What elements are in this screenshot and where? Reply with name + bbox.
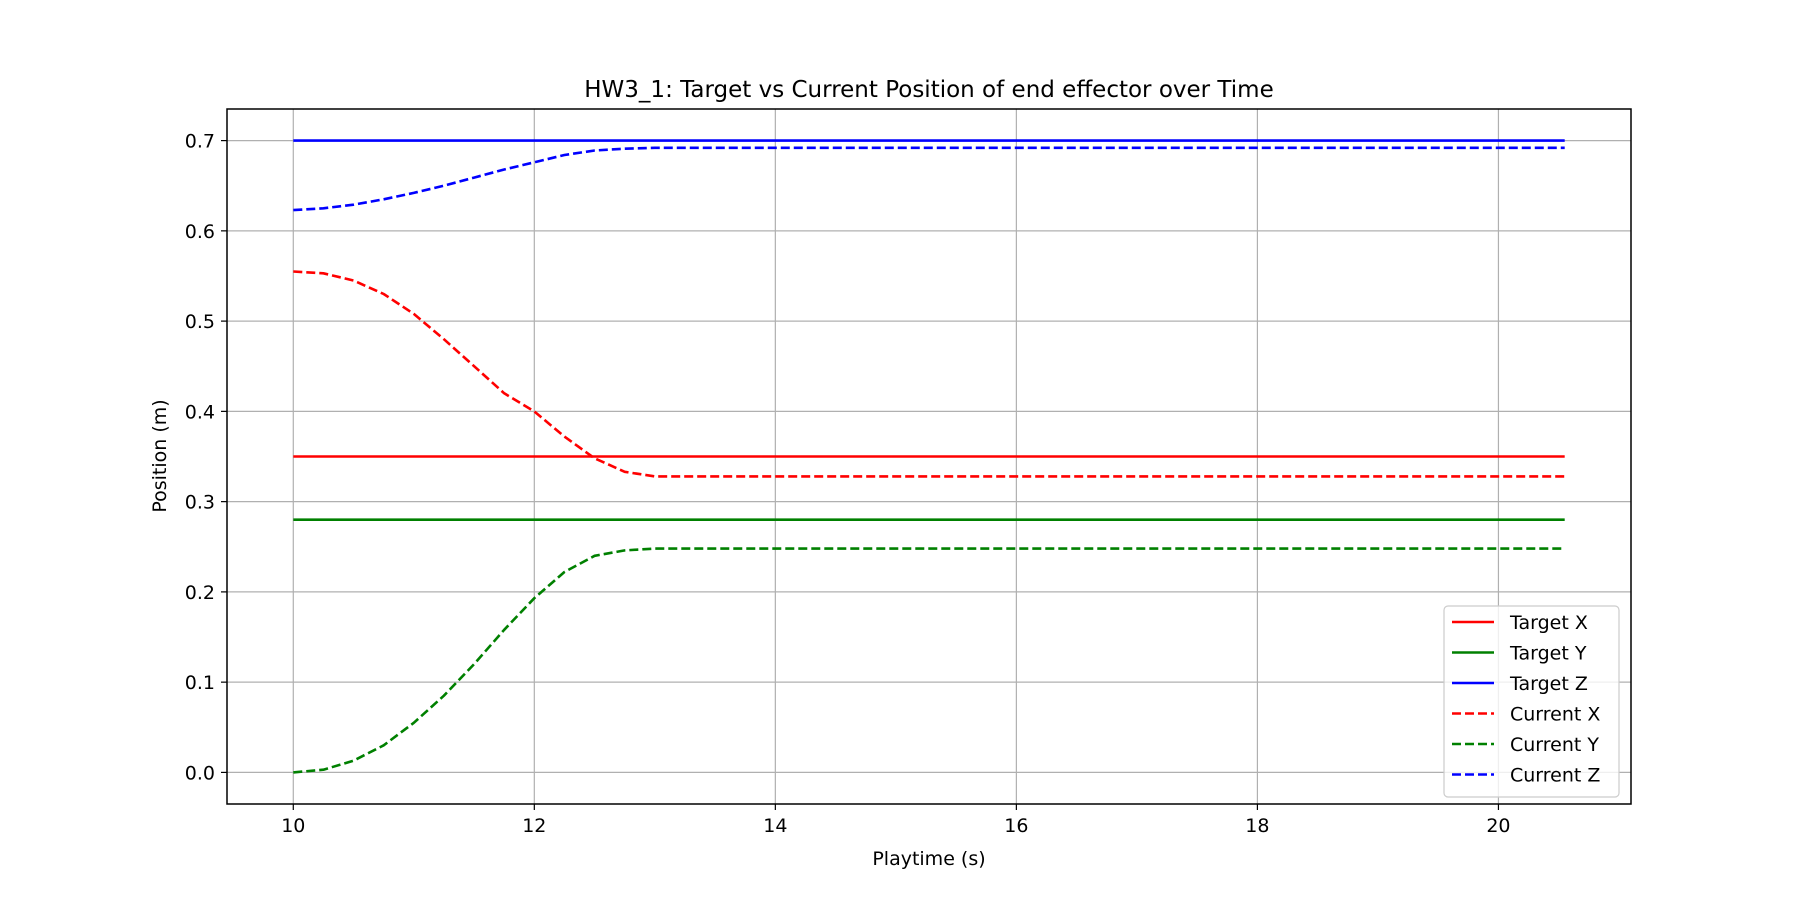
y-tick-label: 0.5 — [185, 311, 215, 333]
plot-frame — [226, 108, 1632, 805]
y-axis-label: Position (m) — [149, 399, 171, 512]
axis-ticks: 10 12 14 16 18 20 0.0 0.1 0.2 0.3 0.4 0.5 0.6 0.7 — [185, 131, 1511, 837]
y-tick-label: 0.6 — [185, 221, 215, 243]
series-line-current-y — [293, 547, 1565, 774]
x-tick-label: 10 — [281, 815, 305, 837]
series-line-current-x — [293, 270, 1565, 478]
y-tick-label: 0.7 — [185, 131, 215, 153]
y-tick-label: 0.2 — [185, 582, 215, 604]
legend-label-target-y: Target Y — [1509, 643, 1587, 665]
x-tick-label: 20 — [1486, 815, 1510, 837]
series-line-current-z — [293, 146, 1565, 212]
plot-series — [293, 139, 1565, 774]
legend: Target X Target Y Target Z Current X Current… — [1443, 605, 1620, 798]
legend-label-current-y: Current Y — [1510, 734, 1599, 756]
x-axis-label: Playtime (s) — [872, 848, 985, 870]
legend-label-current-x: Current X — [1510, 704, 1600, 726]
y-tick-label: 0.0 — [185, 762, 215, 784]
x-tick-label: 18 — [1245, 815, 1269, 837]
legend-label-current-z: Current Z — [1510, 765, 1600, 787]
legend-label-target-z: Target Z — [1509, 673, 1588, 695]
x-tick-label: 16 — [1004, 815, 1028, 837]
x-tick-label: 14 — [763, 815, 787, 837]
legend-label-target-x: Target X — [1509, 612, 1588, 634]
x-tick-label: 12 — [522, 815, 546, 837]
chart-title: HW3_1: Target vs Current Position of end… — [584, 77, 1273, 103]
y-tick-label: 0.1 — [185, 672, 215, 694]
y-tick-label: 0.3 — [185, 492, 215, 514]
y-tick-label: 0.4 — [185, 401, 215, 423]
